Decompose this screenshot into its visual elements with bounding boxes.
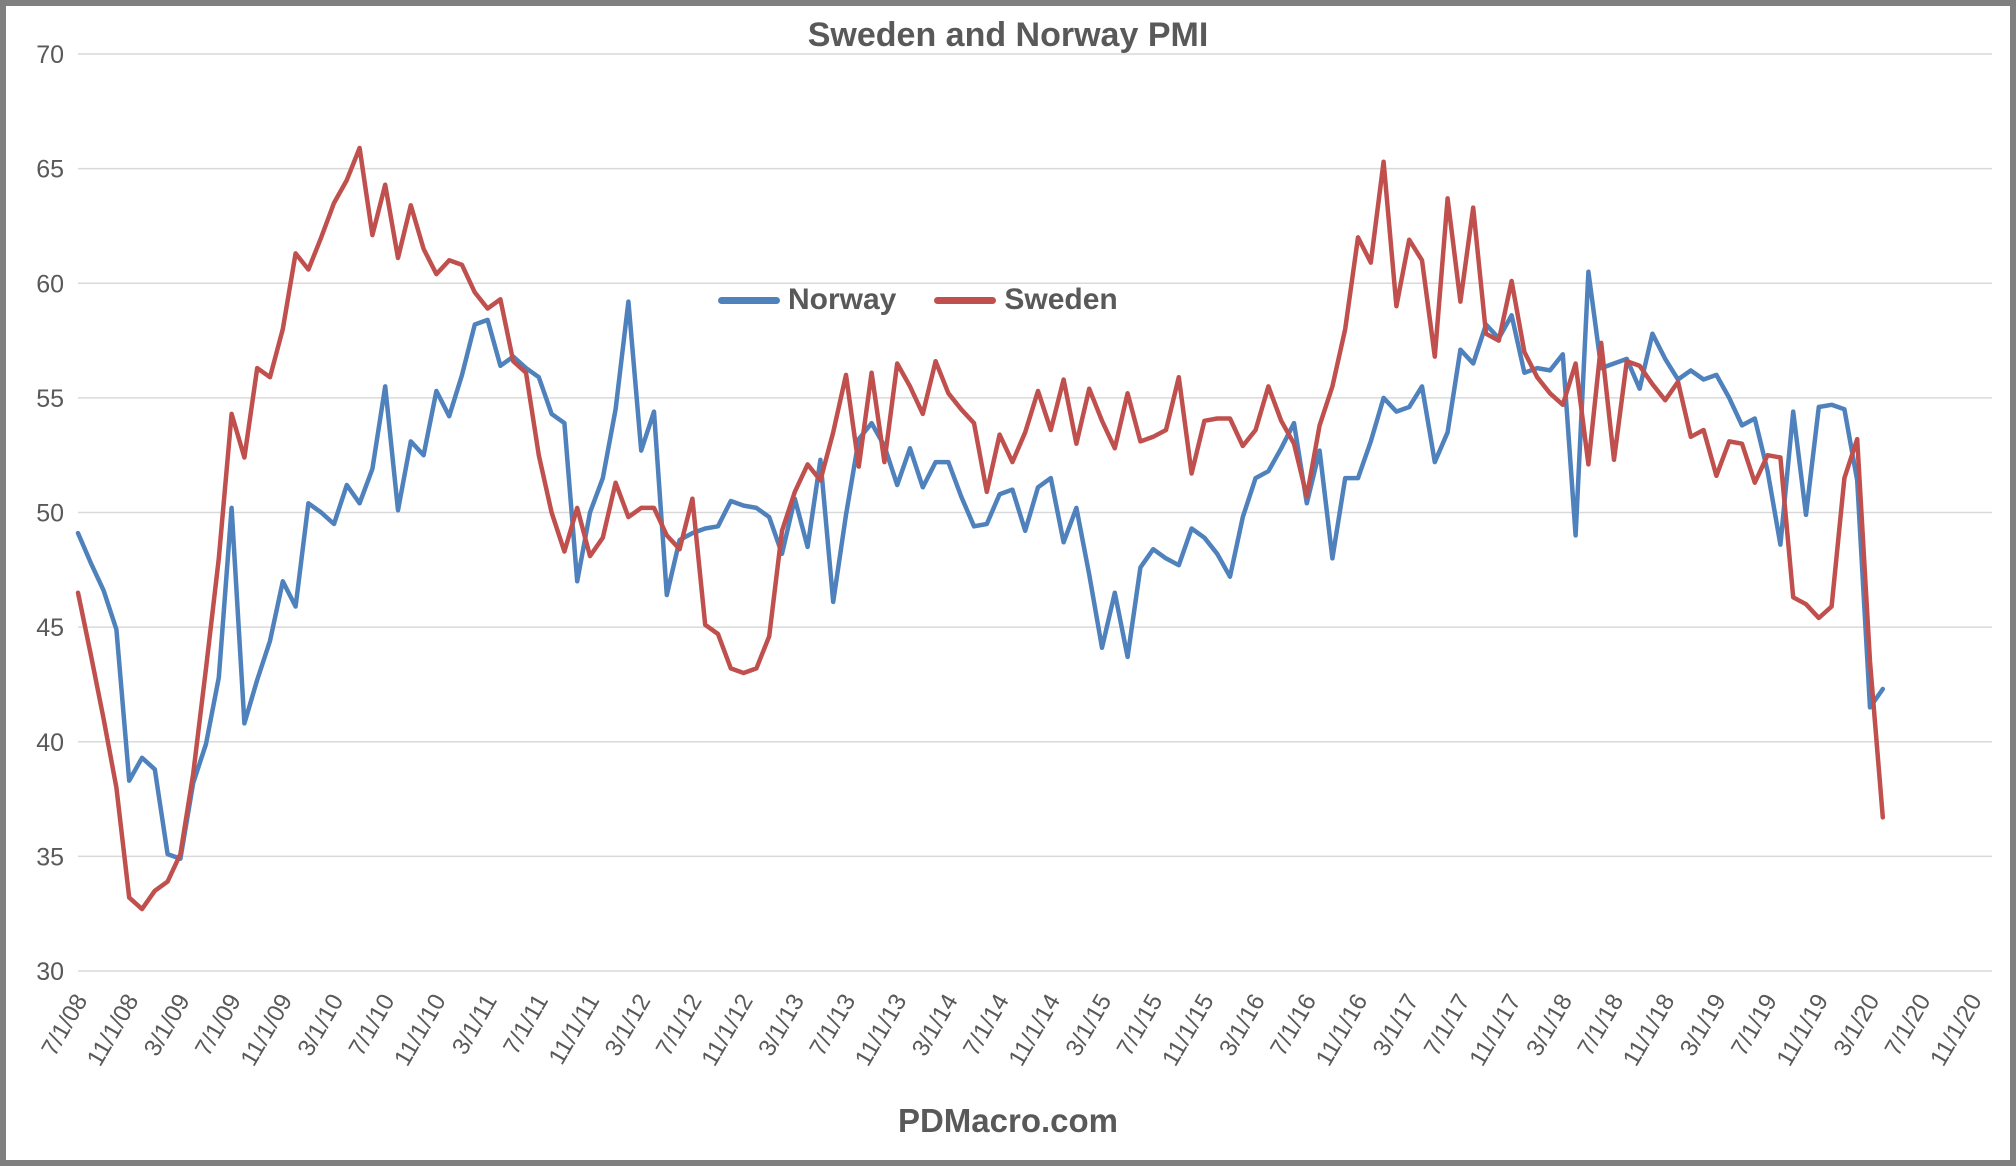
norway-line-swatch (718, 296, 780, 304)
x-tick-label: 3/1/12 (600, 990, 657, 1061)
y-tick-label: 65 (36, 156, 64, 184)
y-axis-labels: 30 35 40 45 50 55 60 65 70 (36, 41, 64, 986)
x-tick-label: 7/1/20 (1880, 990, 1937, 1061)
x-tick-label: 3/1/11 (447, 990, 503, 1060)
y-tick-label: 45 (36, 614, 64, 642)
x-tick-label: 11/1/19 (1771, 990, 1834, 1071)
x-tick-label: 3/1/13 (753, 990, 810, 1061)
x-tick-label: 3/1/17 (1368, 990, 1425, 1061)
x-tick-label: 7/1/11 (498, 990, 554, 1060)
x-tick-label: 11/1/10 (389, 990, 452, 1071)
legend-label-norway: Norway (788, 283, 897, 316)
x-tick-label: 11/1/13 (850, 990, 913, 1071)
x-tick-label: 7/1/13 (804, 990, 861, 1061)
y-tick-label: 60 (36, 270, 64, 298)
x-tick-label: 11/1/20 (1925, 990, 1988, 1071)
y-tick-label: 40 (36, 729, 64, 757)
x-tick-label: 3/1/10 (292, 990, 349, 1061)
x-tick-label: 11/1/12 (696, 990, 759, 1071)
x-tick-label: 11/1/18 (1618, 990, 1681, 1071)
x-tick-label: 7/1/16 (1265, 990, 1322, 1061)
chart-legend: Norway Sweden (718, 283, 1118, 317)
x-tick-label: 7/1/08 (36, 990, 93, 1061)
x-tick-label: 7/1/09 (190, 990, 247, 1061)
x-tick-label: 3/1/09 (139, 990, 196, 1061)
x-tick-label: 3/1/16 (1214, 990, 1271, 1061)
series-lines (75, 145, 1886, 912)
x-tick-label: 3/1/18 (1521, 990, 1578, 1061)
x-tick-label: 3/1/19 (1675, 990, 1732, 1061)
y-tick-label: 70 (36, 41, 64, 69)
x-tick-label: 7/1/14 (958, 990, 1015, 1061)
x-tick-label: 7/1/10 (344, 990, 401, 1061)
x-tick-label: 7/1/19 (1726, 990, 1783, 1061)
x-tick-label: 11/1/17 (1464, 990, 1527, 1071)
chart-title: Sweden and Norway PMI (807, 16, 1209, 54)
x-tick-label: 11/1/15 (1157, 990, 1220, 1071)
legend-item-sweden: Sweden (934, 283, 1118, 317)
x-tick-label: 7/1/18 (1572, 990, 1629, 1061)
x-tick-label: 3/1/14 (907, 990, 964, 1061)
sweden-line-swatch (934, 296, 997, 304)
x-tick-label: 7/1/15 (1112, 990, 1169, 1061)
x-tick-label: 7/1/12 (651, 990, 708, 1061)
y-tick-label: 35 (36, 843, 64, 871)
x-tick-label: 3/1/15 (1060, 990, 1117, 1061)
x-axis-labels: 7/1/0811/1/083/1/097/1/0911/1/093/1/107/… (36, 990, 1987, 1071)
norway-series-line (75, 269, 1886, 861)
x-tick-label: 3/1/20 (1828, 990, 1885, 1061)
y-tick-label: 50 (36, 500, 64, 528)
source-watermark: PDMacro.com (897, 1102, 1119, 1139)
y-tick-label: 55 (36, 385, 64, 413)
x-tick-label: 7/1/17 (1419, 990, 1476, 1061)
x-tick-label: 11/1/11 (544, 990, 606, 1070)
sweden-series-line (75, 145, 1886, 912)
x-tick-label: 11/1/16 (1311, 990, 1374, 1071)
x-tick-label: 11/1/14 (1003, 990, 1066, 1071)
legend-item-norway: Norway (718, 283, 896, 317)
y-tick-label: 30 (36, 958, 64, 986)
legend-label-sweden: Sweden (1004, 283, 1118, 316)
x-tick-label: 11/1/08 (82, 990, 145, 1071)
x-tick-label: 11/1/09 (235, 990, 298, 1071)
